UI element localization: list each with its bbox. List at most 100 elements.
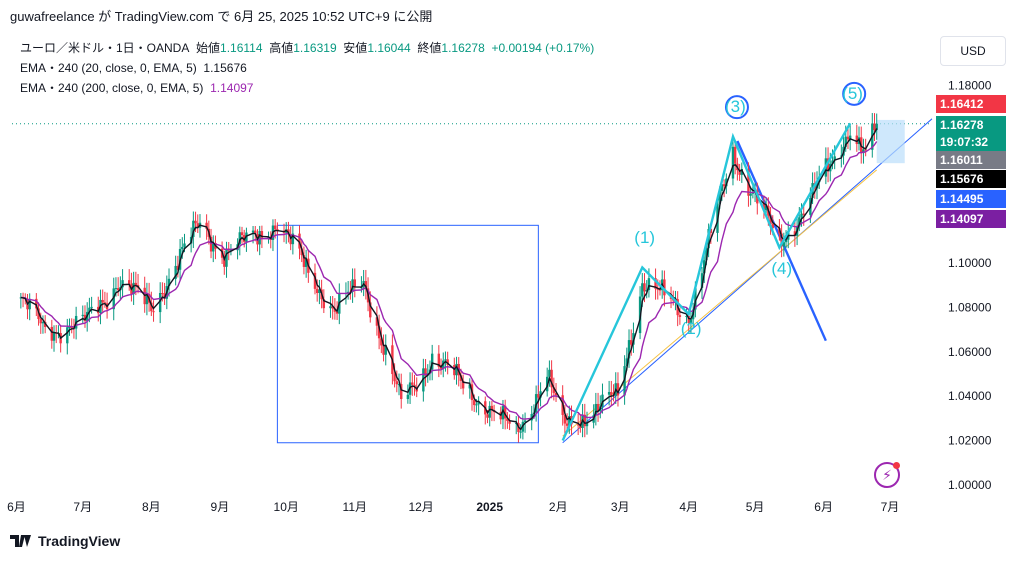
candle-body [163, 293, 166, 299]
candle-body [88, 307, 91, 312]
x-tick-label: 9月 [211, 500, 230, 514]
candle-body [871, 123, 874, 150]
candle-body [90, 306, 93, 308]
candle-body [669, 295, 673, 300]
candle-body [627, 340, 631, 359]
x-tick-label: 11月 [343, 500, 367, 514]
close-label: 終値 [417, 41, 442, 55]
candle-body [455, 363, 458, 376]
high-label: 高値 [269, 41, 294, 55]
ema20-row[interactable]: EMA・240 (20, close, 0, EMA, 5) 1.15676 [20, 58, 594, 78]
candle-body [276, 229, 279, 231]
candle-body [550, 369, 553, 388]
candle-body [174, 265, 177, 279]
candle-body [718, 190, 721, 204]
candle-body [205, 222, 208, 229]
y-tick-label: 1.04000 [948, 389, 992, 403]
candle-body [220, 248, 224, 258]
candle-body [158, 292, 162, 313]
candle-body [83, 314, 87, 321]
candle-body [442, 360, 445, 369]
wave-circle [724, 95, 749, 120]
candle-body [689, 319, 693, 324]
elliott-wave-labels: (1) (2) (3) (4) (5) [561, 81, 867, 442]
candle-body [415, 387, 418, 392]
candle-body [19, 297, 23, 299]
candle-body [97, 306, 100, 314]
position-box [876, 119, 905, 164]
candle-body [731, 146, 735, 179]
candle-body [470, 384, 474, 401]
candle-body [43, 321, 47, 327]
candle-body [703, 260, 706, 274]
candle-body [320, 289, 323, 300]
x-tick-label: 2025 [476, 500, 503, 514]
candle-body [413, 384, 416, 388]
candle-body [338, 294, 341, 314]
publish-header: guwafreelance が TradingView.com で 6月 25,… [10, 9, 433, 24]
candle-body [733, 146, 737, 164]
ema200-value: 1.14097 [210, 81, 254, 95]
candle-body [422, 368, 425, 392]
candle-body [780, 233, 783, 247]
candle-body [873, 123, 876, 131]
candle-body [393, 374, 396, 382]
candle-body [570, 416, 573, 425]
candle-body [857, 137, 861, 145]
candle-body [515, 422, 518, 424]
candle-body [798, 217, 801, 227]
candle-body [353, 279, 356, 288]
candle-body [212, 243, 215, 252]
candle-body [700, 273, 704, 288]
candle-body [503, 405, 507, 419]
flash-icon[interactable]: ⚡ [874, 462, 900, 488]
candle-body [437, 353, 441, 367]
ema200-row[interactable]: EMA・240 (200, close, 0, EMA, 5) 1.14097 [20, 78, 594, 98]
candle-body [672, 299, 675, 301]
x-tick-label: 4月 [679, 500, 698, 514]
candle-body [322, 299, 326, 309]
candle-body [351, 279, 354, 292]
candle-body [468, 384, 471, 389]
candle-body [738, 170, 741, 175]
candle-body [304, 258, 308, 267]
candle-body [289, 234, 292, 245]
y-tick-label: 1.00000 [948, 478, 992, 492]
candle-body [530, 413, 533, 421]
candle-body [152, 311, 155, 313]
y-tick-label: 1.02000 [948, 434, 992, 448]
candle-body [105, 303, 109, 310]
candle-body [229, 250, 233, 252]
candle-body [291, 233, 295, 245]
candle-body [85, 311, 89, 321]
trend-line [562, 118, 933, 444]
ohlc-row: ユーロ／米ドル・1日・OANDA 始値1.16114 高値1.16319 安値1… [20, 38, 594, 58]
candle-body [848, 135, 852, 140]
candle-body [130, 283, 133, 295]
candle-body [548, 369, 551, 377]
candle-body [214, 243, 217, 249]
candle-body [366, 288, 370, 303]
candle-body [795, 226, 799, 236]
candle-body [875, 123, 878, 131]
tradingview-logo[interactable]: TradingView [10, 533, 120, 549]
candle-body [813, 183, 816, 189]
currency-button[interactable]: USD [940, 36, 1006, 66]
candle-body [329, 306, 332, 309]
candle-body [747, 169, 750, 196]
candle-body [793, 231, 797, 236]
candle-body [645, 290, 648, 292]
candle-body [767, 205, 770, 216]
candle-body [751, 192, 755, 194]
range-rectangle [276, 224, 539, 444]
candle-body [176, 265, 180, 270]
candle-body [360, 287, 363, 289]
candle-body [488, 405, 491, 418]
candle-body [37, 308, 40, 320]
candle-body [318, 289, 321, 294]
candle-body [490, 405, 494, 411]
candle-body [207, 228, 211, 237]
low-value: 1.16044 [367, 41, 411, 55]
candle-body [256, 234, 259, 245]
candle-body [116, 288, 120, 291]
